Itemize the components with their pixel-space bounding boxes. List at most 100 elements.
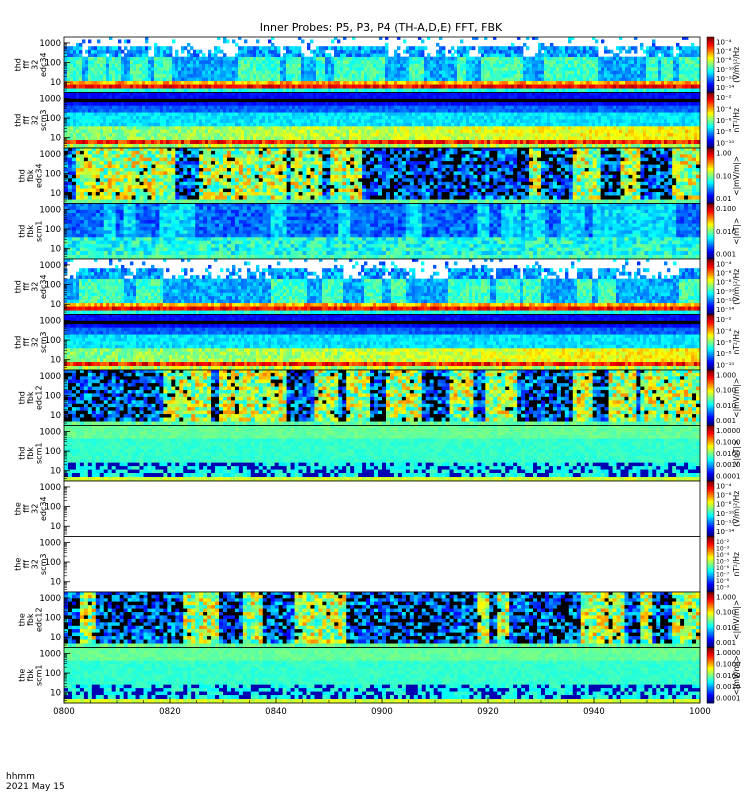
spectrogram-cell (190, 116, 193, 120)
spectrogram-cell (571, 74, 574, 78)
spectrogram-cell (565, 70, 568, 74)
spectrogram-cell (295, 136, 298, 140)
spectrogram-cell (163, 112, 166, 116)
spectrogram-cell (169, 77, 172, 81)
spectrogram-cell (244, 136, 247, 140)
spectrogram-cell (493, 57, 496, 61)
spectrogram-cell (436, 77, 439, 81)
spectrogram-cell (97, 133, 100, 137)
spectrogram-cell (337, 102, 340, 106)
spectrogram-cell (394, 67, 397, 71)
spectrogram-cell (688, 46, 691, 50)
spectrogram-cell (67, 122, 70, 126)
spectrogram-cell (124, 46, 127, 50)
spectrogram-cell (199, 129, 202, 133)
spectrogram-cell (448, 50, 451, 54)
spectrogram-cell (271, 37, 274, 40)
spectrogram-cell (259, 57, 262, 61)
spectrogram-cell (154, 122, 157, 126)
spectrogram-cell (163, 98, 166, 102)
spectrogram-cell (349, 74, 352, 78)
spectrogram-cell (460, 84, 463, 88)
spectrogram-cell (67, 102, 70, 106)
spectrogram-cell (172, 102, 175, 106)
spectrogram-cell (76, 119, 79, 123)
spectrogram-cell (76, 116, 79, 120)
spectrogram-cell (70, 60, 73, 64)
spectrogram-cell (346, 129, 349, 133)
spectrogram-cell (295, 126, 298, 130)
spectrogram-cell (187, 60, 190, 64)
spectrogram-cell (319, 84, 322, 88)
spectrogram-cell (403, 74, 406, 78)
spectrogram-cell (259, 95, 262, 99)
spectrogram-cell (160, 122, 163, 126)
spectrogram-cell (79, 109, 82, 113)
spectrogram-cell (316, 81, 319, 85)
figure-title: Inner Probes: P5, P3, P4 (TH-A,D,E) FFT,… (260, 21, 503, 34)
spectrogram-cell (418, 63, 421, 67)
spectrogram-cell (415, 67, 418, 71)
spectrogram-cell (430, 63, 433, 67)
spectrogram-cell (502, 74, 505, 78)
spectrogram-cell (535, 77, 538, 81)
spectrogram-cell (322, 57, 325, 61)
spectrogram-cell (400, 60, 403, 64)
spectrogram-cell (157, 136, 160, 140)
spectrogram-cell (496, 77, 499, 81)
spectrogram-cell (166, 122, 169, 126)
spectrogram-cell (643, 57, 646, 61)
spectrogram-cell (616, 67, 619, 71)
spectrogram-cell (508, 57, 511, 61)
spectrogram-cell (352, 93, 355, 96)
spectrogram-cell (202, 57, 205, 61)
spectrogram-cell (133, 60, 136, 64)
spectrogram-cell (391, 70, 394, 74)
spectrogram-cell (655, 50, 658, 54)
spectrogram-cell (316, 98, 319, 102)
spectrogram-cell (328, 77, 331, 81)
spectrogram-cell (508, 81, 511, 85)
spectrogram-cell (529, 63, 532, 67)
spectrogram-cell (457, 74, 460, 78)
spectrogram-cell (331, 122, 334, 126)
spectrogram-cell (439, 77, 442, 81)
spectrogram-cell (511, 77, 514, 81)
spectrogram-cell (598, 77, 601, 81)
spectrogram-cell (427, 53, 430, 57)
spectrogram-cell (118, 129, 121, 133)
spectrogram-cell (304, 102, 307, 106)
spectrogram-cell (253, 133, 256, 137)
spectrogram-cell (238, 57, 241, 61)
spectrogram-cell (94, 116, 97, 120)
spectrogram-cell (316, 119, 319, 123)
spectrogram-cell (481, 50, 484, 54)
spectrogram-cell (73, 119, 76, 123)
spectrogram-cell (166, 93, 169, 96)
spectrogram-cell (631, 46, 634, 50)
spectrogram-cell (346, 126, 349, 130)
spectrogram-cell (277, 102, 280, 106)
spectrogram-cell (481, 53, 484, 57)
spectrogram-cell (223, 116, 226, 120)
spectrogram-cell (283, 102, 286, 106)
spectrogram-cell (232, 60, 235, 64)
spectrogram-cell (433, 60, 436, 64)
spectrogram-cell (505, 70, 508, 74)
spectrogram-cell (196, 112, 199, 116)
spectrogram-cell (370, 98, 373, 102)
spectrogram-cell (373, 116, 376, 120)
spectrogram-cell (325, 109, 328, 113)
spectrogram-cell (211, 116, 214, 120)
spectrogram-cell (166, 105, 169, 109)
spectrogram-cell (280, 57, 283, 61)
spectrogram-cell (283, 140, 286, 144)
spectrogram-cell (358, 53, 361, 57)
spectrogram-cell (148, 84, 151, 88)
spectrogram-cell (253, 77, 256, 81)
spectrogram-cell (385, 60, 388, 64)
spectrogram-cell (355, 70, 358, 74)
spectrogram-cell (205, 140, 208, 144)
spectrogram-cell (235, 67, 238, 71)
spectrogram-cell (217, 133, 220, 137)
